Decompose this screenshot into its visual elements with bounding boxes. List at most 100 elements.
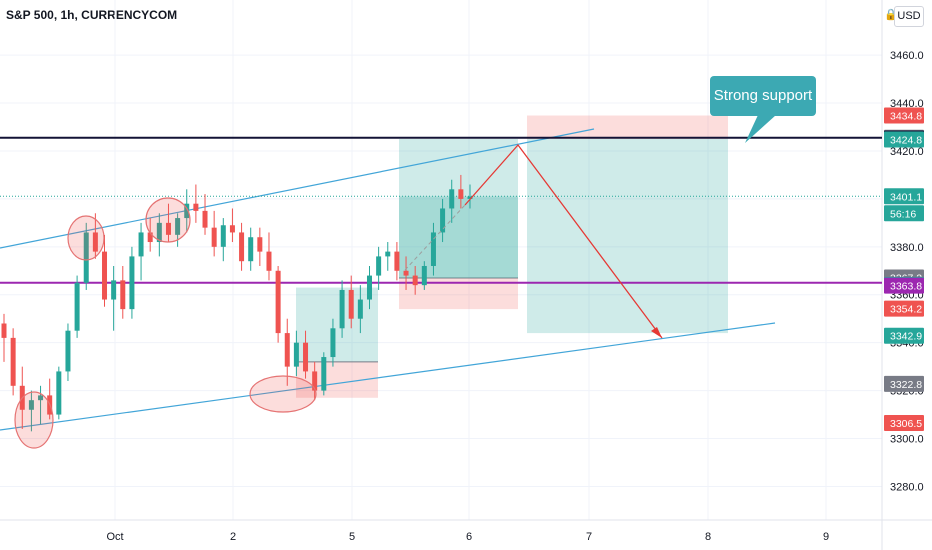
candle-body <box>28 400 34 410</box>
candle-body <box>366 275 372 300</box>
candle-body <box>193 203 199 211</box>
candle-body <box>403 270 409 276</box>
candle-body <box>156 222 162 243</box>
callout-pointer <box>745 115 776 143</box>
y-tick-label: 3280.0 <box>890 481 924 493</box>
candle-body <box>56 371 62 415</box>
strong-support-callout: Strong support <box>710 76 816 116</box>
candle-body <box>312 371 318 391</box>
candle-body <box>138 232 144 257</box>
candle-body <box>385 251 391 257</box>
upper-channel-line <box>0 128 595 249</box>
candle-body <box>394 251 400 271</box>
y-tick-label: 3380.0 <box>890 242 924 254</box>
candle-body <box>83 232 89 283</box>
currency-button[interactable]: USD <box>894 6 924 27</box>
x-tick-label: 5 <box>349 531 355 543</box>
price-tag-label: 3342.9 <box>890 331 922 343</box>
candle-body <box>330 328 336 358</box>
candle-body <box>74 282 80 331</box>
candle-body <box>266 251 272 271</box>
y-tick-label: 3460.0 <box>890 50 924 62</box>
price-tag-label: 3306.5 <box>890 418 922 430</box>
short-target-zone <box>527 138 728 334</box>
x-tick-label: 6 <box>466 531 472 543</box>
lower-channel-line <box>0 322 776 431</box>
price-tag <box>884 205 924 222</box>
short-stop-zone <box>527 115 728 139</box>
price-tag-label: 3322.8 <box>890 379 922 391</box>
price-tag-label: 3401.1 <box>890 191 922 203</box>
price-tag <box>884 300 924 317</box>
candle-body <box>421 265 427 286</box>
price-tag <box>884 327 924 344</box>
price-tag <box>884 375 924 392</box>
candle-body <box>38 395 44 401</box>
candle-body <box>1 323 7 338</box>
candle-body <box>440 208 446 233</box>
candle-body <box>202 210 208 228</box>
candle-body <box>229 225 235 233</box>
price-tag-label: 3434.8 <box>890 111 922 123</box>
price-tag <box>884 414 924 431</box>
x-tick-label: 9 <box>823 531 829 543</box>
price-tag <box>884 131 924 148</box>
candle-body <box>339 289 345 329</box>
candle-body <box>321 357 327 391</box>
price-tag <box>884 107 924 124</box>
price-tag-label: 3363.8 <box>890 281 922 293</box>
price-tag <box>884 277 924 294</box>
candle-body <box>211 227 217 247</box>
candle-body <box>147 232 153 243</box>
active-profit-zone <box>399 196 518 278</box>
y-tick-label: 3440.0 <box>890 98 924 110</box>
candle-body <box>275 270 281 334</box>
candle-body <box>357 299 363 319</box>
x-tick-label: 7 <box>586 531 592 543</box>
candle-body <box>257 237 263 252</box>
chart-title: S&P 500, 1h, CURRENCYCOM <box>6 8 178 22</box>
price-tag-label: 56:16 <box>890 208 916 220</box>
pivot-highlight <box>14 391 54 449</box>
candle-body <box>92 232 98 252</box>
candle-body <box>120 280 126 310</box>
candle-body <box>430 232 436 266</box>
pivot-highlight <box>67 215 105 261</box>
dashed-path <box>404 204 466 271</box>
candle-body <box>348 289 354 319</box>
candle-body <box>175 218 181 235</box>
price-tag <box>884 188 924 205</box>
y-tick-label: 3420.0 <box>890 146 924 158</box>
candle-body <box>220 225 226 247</box>
x-tick-label: Oct <box>106 531 123 543</box>
long-target-zone <box>296 287 378 362</box>
price-tag-label: 3424.8 <box>890 134 922 146</box>
candle-body <box>293 342 299 367</box>
candle-body <box>239 232 245 262</box>
candle-body <box>376 256 382 276</box>
candle-body <box>10 337 16 386</box>
long-target-zone <box>399 138 518 278</box>
pivot-highlight <box>145 197 191 243</box>
candle-body <box>248 237 254 262</box>
candle-body <box>129 256 135 310</box>
x-tick-label: 8 <box>705 531 711 543</box>
candle-body <box>449 189 455 209</box>
candle-body <box>303 342 309 372</box>
x-tick-label: 2 <box>230 531 236 543</box>
candle-body <box>111 280 117 300</box>
candle-body <box>458 189 464 199</box>
candle-body <box>467 196 473 199</box>
projection-path <box>464 143 663 339</box>
candle-body <box>184 203 190 219</box>
price-tag-label: 3354.2 <box>890 304 922 316</box>
candle-body <box>102 251 108 300</box>
candle-body <box>284 333 290 367</box>
projection-arrowhead <box>651 327 662 338</box>
pivot-highlight <box>249 375 317 413</box>
candle-body <box>165 222 171 235</box>
candle-body <box>412 275 418 286</box>
candle-body <box>65 330 71 372</box>
y-tick-label: 3300.0 <box>890 434 924 446</box>
